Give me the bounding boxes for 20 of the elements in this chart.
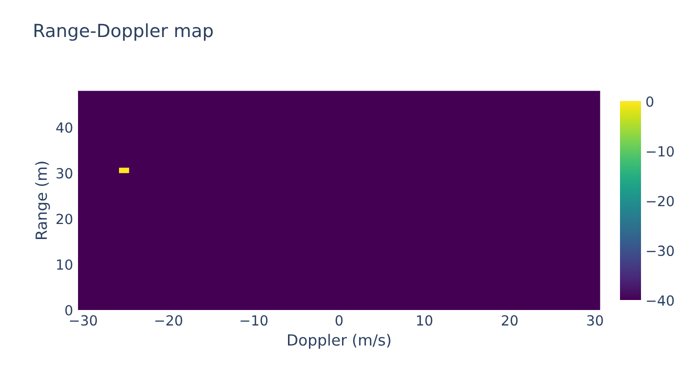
color-bar-label: −10: [646, 146, 674, 157]
x-tick-label: 10: [417, 315, 432, 326]
y-axis-title: Range (m): [35, 162, 50, 239]
x-tick-label: 20: [502, 315, 518, 326]
x-tick-label: 0: [336, 315, 343, 326]
x-tick-label: −30: [70, 315, 97, 326]
y-tick-label: 30: [56, 168, 72, 179]
y-tick-label: 20: [56, 214, 72, 224]
x-tick-label: −20: [155, 315, 182, 326]
x-tick-label: −10: [240, 315, 268, 326]
color-bar-label: −30: [646, 246, 674, 256]
chart-title: Range-Doppler map: [34, 23, 213, 41]
color-bar-label: −40: [646, 295, 674, 306]
color-bar-label: −20: [646, 196, 674, 206]
x-tick-label: 30: [587, 315, 603, 326]
x-axis-title: Doppler (m/s): [288, 334, 390, 349]
y-tick-label: 40: [56, 122, 72, 133]
y-tick-label: 10: [57, 259, 72, 270]
color-bar-label: 0: [646, 96, 654, 107]
y-tick-label: 0: [65, 305, 72, 316]
